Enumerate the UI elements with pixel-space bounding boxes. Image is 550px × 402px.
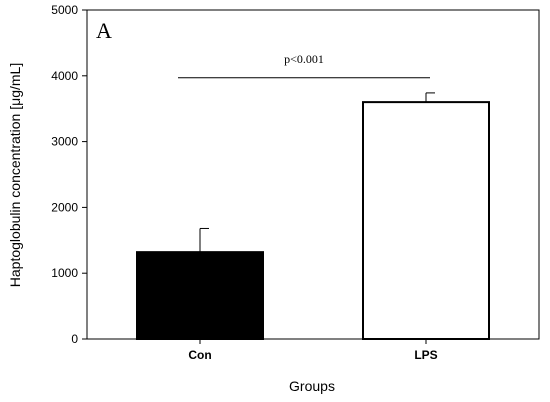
panel-label: A <box>96 18 112 43</box>
bar-con <box>137 252 263 339</box>
y-tick-label: 5000 <box>51 3 78 17</box>
bar-lps <box>363 102 489 339</box>
x-tick-label: Con <box>188 348 211 362</box>
significance-label: p<0.001 <box>284 52 324 66</box>
y-tick-label: 2000 <box>51 200 78 214</box>
y-axis-title: Haptoglobulin concentration [μg/mL] <box>7 63 23 287</box>
y-tick-label: 4000 <box>51 69 78 83</box>
y-tick-label: 3000 <box>51 135 78 149</box>
y-tick-label: 1000 <box>51 266 78 280</box>
x-tick-label: LPS <box>414 348 437 362</box>
x-axis-title: Groups <box>289 378 335 394</box>
y-tick-label: 0 <box>71 332 78 346</box>
